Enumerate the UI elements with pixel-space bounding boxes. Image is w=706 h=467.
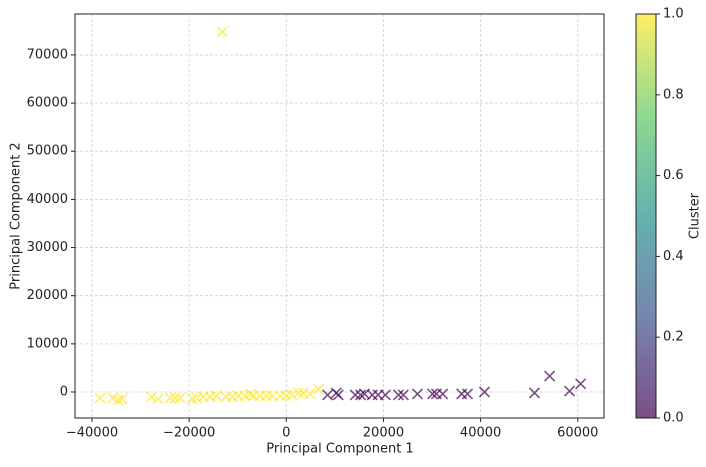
colorbar-tick-label: 0.6 (663, 168, 684, 183)
y-tick-label: 0 (60, 384, 68, 399)
y-axis-label: Principal Component 2 (9, 142, 24, 289)
point (94, 392, 106, 404)
point (544, 370, 556, 382)
x-tick-label: 20000 (363, 426, 404, 441)
colorbar-tick-label: 0.8 (663, 87, 684, 102)
point (563, 385, 576, 397)
y-tick-label: 10000 (27, 336, 68, 351)
point (478, 386, 491, 398)
y-tick-label: 60000 (27, 96, 68, 111)
point (216, 26, 228, 38)
point (116, 393, 128, 405)
point (461, 388, 474, 400)
point (528, 387, 541, 399)
x-tick-label: 40000 (460, 426, 501, 441)
point (437, 388, 449, 400)
point (322, 389, 334, 401)
point (174, 392, 186, 404)
point (456, 388, 468, 400)
point (392, 389, 405, 401)
x-tick-label: −20000 (163, 426, 215, 441)
y-tick-label: 20000 (27, 288, 68, 303)
point (379, 389, 391, 401)
point (210, 390, 222, 402)
x-tick-label: −40000 (66, 426, 118, 441)
x-tick-label: 60000 (557, 426, 598, 441)
colorbar-tick-label: 0.0 (663, 411, 684, 426)
plot-frame (74, 13, 605, 419)
point (292, 387, 305, 399)
colorbar-tick-label: 0.4 (663, 249, 684, 264)
point (366, 389, 378, 401)
y-tick-label: 50000 (27, 144, 68, 159)
point (411, 388, 424, 400)
point (112, 394, 124, 406)
y-tick-label: 30000 (27, 240, 68, 255)
point (355, 389, 367, 401)
point (312, 383, 324, 395)
y-tick-label: 70000 (27, 47, 68, 62)
point (332, 389, 344, 401)
x-tick-label: 0 (282, 426, 290, 441)
point (349, 389, 361, 401)
colorbar-tick-label: 1.0 (663, 7, 684, 22)
point (152, 393, 164, 405)
y-tick-label: 40000 (27, 192, 68, 207)
point (286, 389, 298, 401)
point (304, 388, 316, 400)
colorbar-label: Cluster (688, 192, 703, 239)
point (266, 390, 278, 402)
point (164, 392, 176, 404)
point (169, 392, 181, 404)
point (426, 388, 439, 400)
point (575, 378, 587, 390)
colorbar-tick-label: 0.2 (663, 330, 684, 345)
point (145, 391, 157, 403)
point (397, 389, 409, 401)
colorbar (635, 13, 657, 419)
x-axis-label: Principal Component 1 (266, 442, 413, 457)
